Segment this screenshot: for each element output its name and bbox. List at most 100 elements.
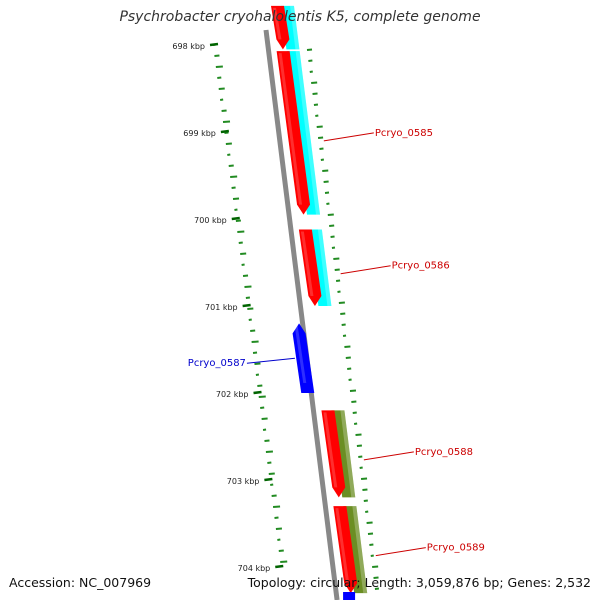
gc-skew-mark <box>324 191 330 194</box>
gc-skew-mark <box>369 543 374 546</box>
gc-skew-mark <box>277 538 281 541</box>
gc-skew-mark <box>247 307 254 310</box>
gene-label[interactable]: Pcryo_0589 <box>427 543 485 554</box>
gene-label-leader <box>375 547 426 557</box>
gc-skew-mark <box>349 389 357 392</box>
gc-skew-mark <box>309 70 313 73</box>
map-title: Psychrobacter cryohalolentis K5, complet… <box>119 9 481 25</box>
gc-skew-mark <box>241 263 245 266</box>
gc-skew-mark <box>370 554 374 557</box>
gene-arrow[interactable] <box>270 5 290 50</box>
gc-skew-mark <box>312 92 318 95</box>
gc-skew-mark <box>254 362 261 365</box>
gc-skew-mark <box>245 296 251 299</box>
gc-skew-mark <box>353 422 358 425</box>
gc-skew-mark <box>237 230 245 233</box>
gc-skew-mark <box>258 395 266 398</box>
scale-tick-label: 698 kbp <box>172 42 205 51</box>
gc-skew-mark <box>215 65 223 68</box>
gene-arrow[interactable] <box>298 229 322 306</box>
gc-skew-mark <box>240 252 247 255</box>
gc-skew-mark <box>232 197 240 200</box>
gc-skew-mark <box>278 549 284 552</box>
gc-skew-mark <box>260 406 265 409</box>
scale-ruler: 698 kbp 699 kbp 700 kbp 701 kbp 702 kbp 703 k… <box>172 42 284 573</box>
gc-skew-mark <box>262 428 267 431</box>
gene-label[interactable]: Pcryo_0586 <box>392 261 450 272</box>
gc-skew-mark <box>372 565 379 568</box>
gene-label-leader <box>323 132 374 142</box>
gc-skew-mark <box>306 48 313 51</box>
gc-skew-mark <box>238 241 243 244</box>
gc-skew-mark <box>340 312 346 315</box>
gc-skew-mark <box>272 505 281 508</box>
gc-skew-mark <box>255 373 260 376</box>
gc-skew-mark <box>224 131 229 134</box>
scale-tick <box>242 303 251 308</box>
gene-arrow[interactable] <box>333 506 358 594</box>
gc-skew-mark <box>252 351 258 354</box>
scale-tick <box>253 390 262 395</box>
gc-skew-mark <box>235 219 241 222</box>
gc-skew-mark <box>374 587 380 590</box>
gc-skew-mark <box>344 345 351 348</box>
gene-arrow[interactable] <box>292 323 315 393</box>
gc-skew-mark <box>348 378 352 381</box>
gc-skew-mark <box>313 103 319 106</box>
gene-track <box>270 5 358 600</box>
gc-skew-mark <box>248 318 252 321</box>
scale-tick <box>275 564 284 569</box>
gc-skew-mark <box>335 279 341 282</box>
gc-skew-mark <box>251 340 259 343</box>
gc-skew-mark <box>234 208 238 211</box>
gene-label[interactable]: Pcryo_0588 <box>415 447 473 458</box>
gene-label-leader <box>363 451 414 461</box>
gc-skew-mark <box>373 576 379 579</box>
gc-skew-mark <box>334 268 340 271</box>
gc-skew-mark <box>308 59 313 62</box>
gene-label[interactable]: Pcryo_0585 <box>375 128 433 139</box>
gene-label-leader <box>340 265 391 275</box>
gc-skew-mark <box>315 114 319 117</box>
gc-skew-mark <box>355 433 362 436</box>
gc-skew-mark <box>311 81 318 84</box>
gc-skew-mark <box>323 180 329 183</box>
gc-skew-mark <box>227 153 231 156</box>
gene-arrow[interactable] <box>276 51 311 215</box>
scale-tick <box>209 42 219 47</box>
scale-tick-label: 703 kbp <box>227 477 260 486</box>
gc-skew-mark <box>250 329 256 332</box>
gc-skew-mark <box>242 274 249 277</box>
backbone-line <box>263 29 340 600</box>
gc-skew-mark <box>317 136 324 139</box>
gc-skew-mark <box>341 323 346 326</box>
gc-skew-mark <box>244 285 252 288</box>
gc-skew-mark <box>217 76 222 79</box>
gc-skew-mark <box>270 483 274 486</box>
gene-label-leader <box>246 357 295 364</box>
accession-text: Accession: NC_007969 <box>9 575 152 590</box>
scale-tick-label: 699 kbp <box>183 129 216 138</box>
gc-skew-mark <box>337 290 341 293</box>
gc-skew-mark <box>362 488 368 491</box>
scale-tick <box>220 129 230 134</box>
gc-skew-mark <box>347 367 352 370</box>
gc-skew-mark <box>228 164 234 167</box>
gc-skew-mark <box>327 213 334 216</box>
gene-arrow[interactable] <box>321 410 346 498</box>
gc-skew-mark <box>356 444 362 447</box>
gc-skew-mark <box>329 224 335 227</box>
gc-skew-mark <box>225 142 232 145</box>
gc-skew-mark <box>274 516 279 519</box>
gc-skew-mark <box>342 334 347 337</box>
gc-skew-mark <box>330 235 335 238</box>
gene-arrow[interactable] <box>343 592 356 600</box>
gc-skew-mark <box>363 499 368 502</box>
genome-stats: Topology: circular; Length: 3,059,876 bp… <box>247 575 591 590</box>
gc-skew-mark <box>257 384 263 387</box>
gc-skew-mark <box>331 246 336 249</box>
gc-skew-mark <box>367 532 374 535</box>
gene-label[interactable]: Pcryo_0587 <box>188 358 246 369</box>
scale-tick <box>264 477 273 482</box>
